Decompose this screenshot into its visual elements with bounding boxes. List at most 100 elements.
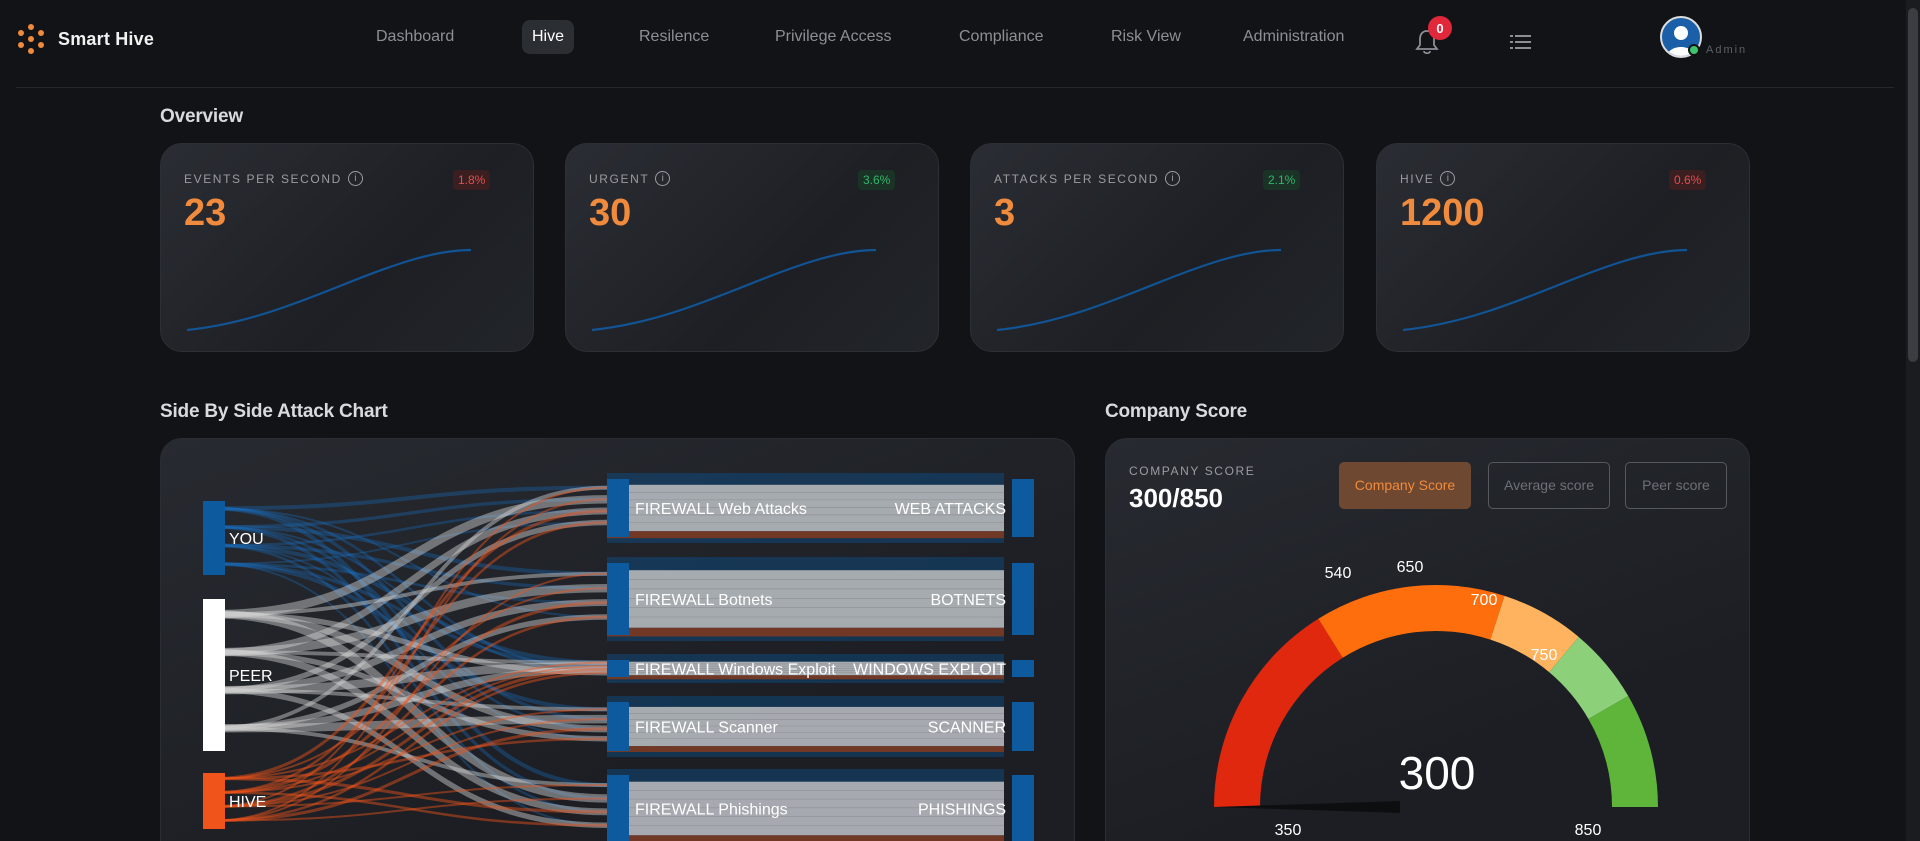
target-right-label: WINDOWS EXPLOIT [853,662,1006,679]
target-node-left[interactable] [607,775,629,841]
gauge-tick-label: 750 [1531,647,1558,664]
info-icon[interactable]: i [655,171,671,186]
target-flow-bar-hive [607,835,1004,841]
sankey-flow [212,611,608,676]
sankey-flow [212,797,608,822]
gauge-tick-label: 540 [1325,565,1352,582]
nav-administration[interactable]: Administration [1243,28,1345,45]
brand-logo[interactable]: Smart Hive [16,24,154,54]
kpi-value: 3 [994,192,1016,234]
target-right-label: WEB ATTACKS [895,501,1006,518]
gauge-current-value: 300 [1399,747,1476,799]
sankey-flow [212,543,608,590]
sankey-flow [212,562,608,668]
attack-chart-title: Side By Side Attack Chart [160,401,388,422]
sankey-flow [212,544,608,814]
kpi-value: 23 [184,192,227,234]
source-node[interactable] [203,599,225,751]
kpi-label: EVENTS PER SECOND i [184,171,363,186]
target-node-left[interactable] [607,479,629,537]
sankey-flow [212,498,608,822]
target-node-left[interactable] [607,660,629,677]
score-gauge: 540 650 700 750 350 850 300 [1214,559,1658,839]
target-left-label: FIREWALL Scanner [635,720,779,737]
overview-title: Overview [160,106,243,127]
gauge-band [1588,696,1658,807]
sankey-flow [212,671,608,822]
peer-score-button[interactable]: Peer score [1625,462,1727,509]
info-icon[interactable]: i [1165,171,1181,186]
kpi-label: ATTACKS PER SECOND i [994,171,1181,186]
sankey-flow [212,485,608,511]
info-icon[interactable]: i [347,171,363,186]
gauge-needle [1214,801,1400,813]
target-right-label: BOTNETS [930,592,1006,609]
user-role: Admin [1706,44,1748,56]
kpi-card: EVENTS PER SECOND i 1.8% 23 [160,143,534,352]
kpi-value: 30 [589,192,632,234]
gauge-tick-label: 650 [1397,559,1424,576]
target-node-right[interactable] [1012,702,1034,751]
hive-logo-icon [16,24,46,54]
kpi-change-badge: 2.1% [1263,170,1301,190]
info-icon[interactable]: i [1440,171,1456,186]
sankey-flow [212,661,608,695]
nav-risk-view[interactable]: Risk View [1111,28,1181,45]
sankey-flow [212,661,608,780]
nav-compliance[interactable]: Compliance [959,28,1044,45]
sankey-flow [212,571,608,617]
target-node-right[interactable] [1012,479,1034,537]
sankey-flow [212,649,608,742]
sankey-flow [212,688,608,712]
kpi-sparkline [186,248,472,332]
sankey-flow [212,572,608,822]
sankey-flow [212,687,608,828]
target-node-left[interactable] [607,563,629,635]
company-score-button[interactable]: Company Score [1339,462,1471,509]
gauge-band [1318,585,1505,658]
target-node-left[interactable] [607,702,629,751]
kpi-label: HIVE i [1400,171,1456,186]
target-node-right[interactable] [1012,660,1034,677]
sankey-flow [212,506,608,788]
nav-hive[interactable]: Hive [522,20,575,54]
sankey-flow [212,509,608,547]
sankey-flow [212,521,608,794]
target-flow-bar-hive [607,746,1004,752]
sankey-flow [212,784,608,808]
sankey-flow [212,726,608,787]
sankey-flow [212,544,608,740]
sankey-flow [212,615,608,808]
sankey-flow [212,543,608,665]
sankey-flow [212,610,608,733]
sankey-flow [212,648,608,816]
sankey-chart: FIREWALL Web Attacks WEB ATTACKS FIREWALL … [203,473,1034,841]
attack-chart-panel: FIREWALL Web Attacks WEB ATTACKS FIREWALL … [160,438,1075,841]
source-node[interactable] [203,501,225,575]
sankey-flow [212,561,608,712]
target-left-label: FIREWALL Botnets [635,592,773,609]
page-scrollbar[interactable] [1906,0,1920,841]
target-node-right[interactable] [1012,563,1034,635]
target-left-label: FIREWALL Web Attacks [635,501,807,518]
list-menu-icon[interactable] [1510,33,1532,51]
nav-resilence[interactable]: Resilence [639,28,710,45]
kpi-sparkline [591,248,877,332]
sankey-flow [212,525,608,731]
kpi-value: 1200 [1400,192,1485,234]
company-score-label: COMPANY SCORE [1129,464,1256,478]
nav-dashboard[interactable]: Dashboard [376,28,455,45]
gauge-min-label: 350 [1275,822,1302,839]
target-node-right[interactable] [1012,775,1034,841]
sankey-flow [212,521,608,565]
nav-privilege-access[interactable]: Privilege Access [775,28,892,45]
source-node[interactable] [203,773,225,829]
user-avatar[interactable] [1660,16,1702,58]
average-score-button[interactable]: Average score [1488,462,1610,509]
sankey-flow [212,525,608,801]
scrollbar-thumb[interactable] [1908,8,1918,362]
kpi-label-text: URGENT [589,171,650,186]
gauge-band [1490,595,1579,673]
brand-name: Smart Hive [58,28,155,49]
sankey-flow [212,714,608,733]
